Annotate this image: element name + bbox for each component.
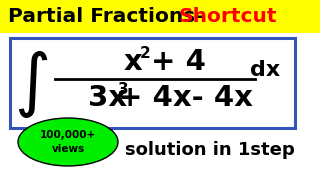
Text: + 4x- 4x: + 4x- 4x: [117, 84, 252, 112]
Text: 100,000+
views: 100,000+ views: [40, 130, 96, 154]
Text: solution in 1step: solution in 1step: [125, 141, 295, 159]
Text: dx: dx: [250, 60, 280, 80]
Text: 3: 3: [118, 82, 128, 98]
Text: x: x: [124, 48, 142, 76]
Ellipse shape: [18, 118, 118, 166]
Text: Shortcut: Shortcut: [179, 8, 277, 26]
Text: ∫: ∫: [14, 50, 50, 118]
Text: + 4: + 4: [151, 48, 205, 76]
Text: 2: 2: [140, 46, 150, 62]
Text: 3x: 3x: [88, 84, 128, 112]
Text: Partial Fractions-: Partial Fractions-: [8, 8, 204, 26]
FancyBboxPatch shape: [10, 38, 295, 128]
Bar: [0, 0, 320, 33]
